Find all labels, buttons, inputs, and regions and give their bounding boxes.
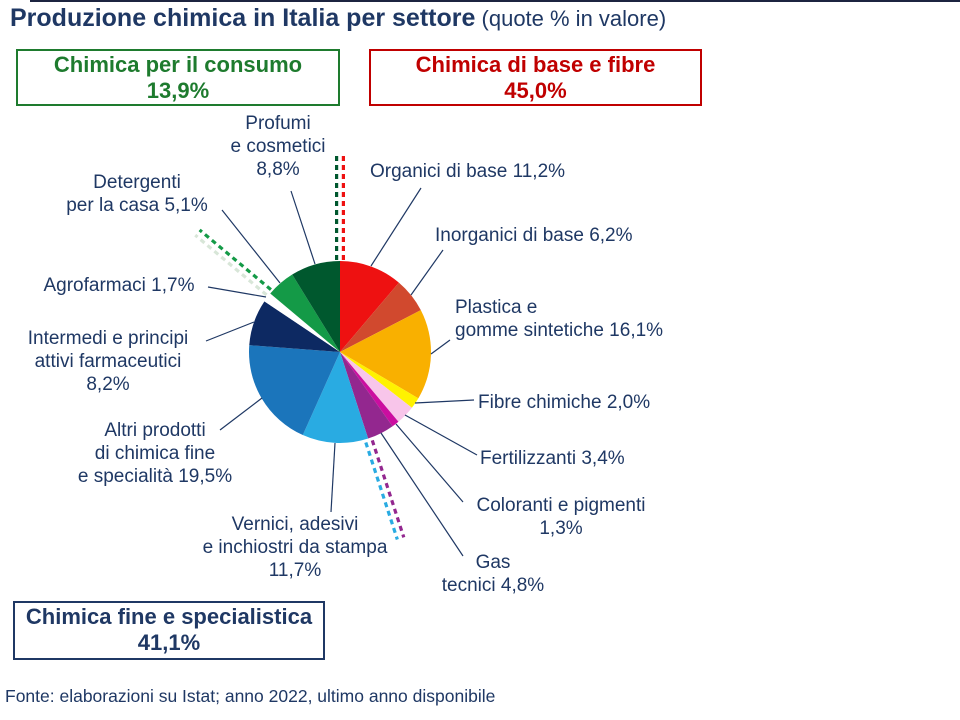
- slice-label-organici: Organici di base 11,2%: [370, 161, 566, 182]
- page-title: Produzione chimica in Italia per settore: [10, 4, 476, 32]
- leader-line-profumi: [290, 190, 316, 265]
- top-border-line: [30, 0, 960, 2]
- pie-slice-plastica: [340, 310, 431, 399]
- pie-slice-gas: [340, 352, 393, 439]
- slice-label-intermedi: Intermedi e principi attivi farmaceutici 8…: [27, 328, 189, 395]
- pie-slice-vernici: [302, 352, 369, 444]
- group-box-base-label: Chimica di base e fibre: [415, 52, 656, 77]
- group-box-consumo-value: 13,9%: [146, 78, 210, 103]
- leader-line-vernici: [330, 442, 336, 513]
- slice-label-coloranti: Coloranti e pigmenti 1,3%: [476, 495, 646, 539]
- group-separator-line: [198, 228, 272, 291]
- pie-slice-detergenti: [270, 274, 340, 352]
- slice-label-profumi: Profumi e cosmetici 8,8%: [230, 113, 326, 180]
- group-separator-line: [194, 233, 268, 297]
- leader-line-coloranti: [395, 423, 464, 503]
- group-box-consumo: Chimica per il consumo 13,9%: [16, 49, 340, 106]
- pie-slice-coloranti: [340, 352, 399, 427]
- leader-line-agrofarmaci: [207, 286, 267, 298]
- leader-line-plastica: [430, 339, 451, 355]
- page-subtitle: (quote % in valore): [475, 6, 667, 31]
- pie-slice-fertilizzanti: [340, 352, 412, 422]
- group-separator-line: [364, 441, 399, 540]
- slice-label-agrofarmaci: Agrofarmaci 1,7%: [43, 275, 195, 296]
- group-box-base-value: 45,0%: [504, 78, 567, 103]
- slice-label-fertilizzanti: Fertilizzanti 3,4%: [480, 448, 625, 469]
- slice-label-fibre: Fibre chimiche 2,0%: [478, 392, 651, 413]
- pie-slice-altri: [249, 345, 340, 436]
- leader-line-gas: [380, 432, 464, 557]
- slice-label-gas: Gas tecnici 4,8%: [441, 552, 545, 596]
- leader-line-inorganici: [410, 249, 444, 296]
- pie-slice-profumi: [292, 261, 340, 352]
- slice-label-vernici: Vernici, adesivi e inchiostri da stampa 11…: [202, 514, 388, 581]
- slice-label-detergenti: Detergenti per la casa 5,1%: [66, 172, 208, 216]
- page-title-row: Produzione chimica in Italia per settore…: [10, 4, 666, 33]
- slice-label-altri: Altri prodotti di chimica fine e specialit…: [77, 420, 233, 487]
- group-box-fine-value: 41,1%: [137, 630, 201, 655]
- pie-slice-fibre: [340, 352, 419, 408]
- group-separator-line: [370, 439, 406, 538]
- leader-line-detergenti: [221, 209, 281, 284]
- leader-line-fertilizzanti: [404, 414, 478, 456]
- leader-line-intermedi: [205, 321, 255, 342]
- group-box-consumo-label: Chimica per il consumo: [53, 52, 303, 77]
- slice-label-plastica: Plastica e gomme sintetiche 16,1%: [455, 297, 664, 341]
- group-box-fine: Chimica fine e specialistica 41,1%: [13, 601, 325, 660]
- pie-slice-inorganici: [340, 282, 421, 352]
- group-box-base: Chimica di base e fibre 45,0%: [369, 49, 702, 106]
- group-box-fine-label: Chimica fine e specialistica: [25, 604, 313, 629]
- pie-slice-organici: [340, 261, 399, 352]
- leader-line-altri: [219, 397, 263, 431]
- pie-slice-agrofarmaci: [264, 293, 340, 352]
- pie-slice-intermedi: [249, 301, 340, 352]
- footer-source-text: Fonte: elaborazioni su Istat; anno 2022,…: [5, 686, 496, 706]
- slice-label-inorganici: Inorganici di base 6,2%: [435, 225, 633, 246]
- leader-line-fibre: [414, 399, 475, 404]
- leader-line-organici: [370, 187, 422, 267]
